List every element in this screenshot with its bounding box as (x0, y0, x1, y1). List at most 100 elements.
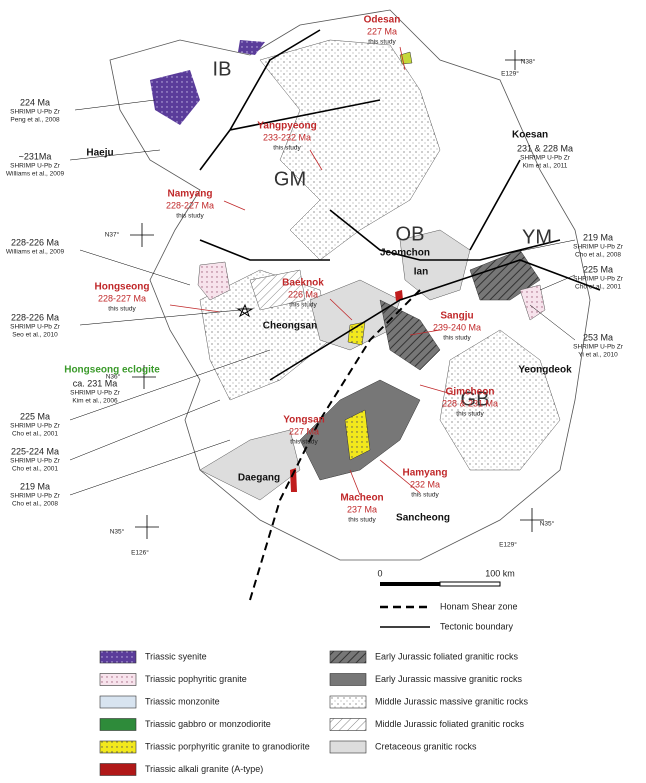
sample-name: Hongseong (95, 282, 150, 293)
sample-age: 228-227 Ma (98, 293, 146, 303)
cretaceous (199, 429, 301, 501)
leader-lines (169, 46, 456, 496)
alkali-granite (290, 468, 297, 492)
sample-note: this study (368, 39, 396, 46)
legend-swatch (329, 650, 367, 664)
sample-age: 227 Ma (367, 26, 397, 36)
jurassic-massive (439, 329, 561, 471)
legend-label: Triassic syenite (145, 651, 207, 661)
coordinate: N37° (105, 231, 120, 239)
sample-name: Namyang (167, 189, 212, 200)
sample-age: 226 Ma (288, 289, 318, 299)
locality: Yeongdeok (518, 365, 572, 376)
scale-label: 0 (377, 568, 382, 578)
syenite (238, 40, 265, 55)
eclogite-method: SHRIMP U-Pb Zr (70, 390, 121, 397)
published-ref: Peng et al., 2008 (10, 117, 60, 124)
eclogite-age: ca. 231 Ma (73, 378, 118, 388)
scale-label: 100 km (485, 568, 515, 578)
sample-note: this study (273, 145, 301, 152)
coordinate: N36° (106, 373, 121, 381)
legend-label: Triassic alkali granite (A-type) (145, 764, 263, 774)
sample-name: Hamyang (402, 468, 447, 479)
published-method: SHRIMP U-Pb Zr (10, 109, 61, 116)
block-label: YM (522, 226, 552, 248)
published-ref: Williams et al., 2009 (6, 249, 65, 256)
sample-note: this study (456, 411, 484, 418)
sample-age: 237 Ma (347, 504, 377, 514)
sample-name: Yangpyeong (257, 121, 316, 132)
published-ref: Yi et al., 2010 (578, 352, 618, 359)
reference-leaders (69, 99, 576, 496)
legend-swatch (99, 650, 137, 664)
legend-swatch (99, 673, 137, 686)
coordinate: E129° (499, 541, 517, 549)
jurassic-foliated-middle (249, 269, 306, 311)
legend-label: Early Jurassic massive granitic rocks (375, 674, 523, 684)
legend-label: Middle Jurassic foliated granitic rocks (375, 719, 525, 729)
scale-bar (380, 582, 440, 586)
published-ref: Kim et al., 2011 (523, 163, 568, 170)
published-ref: Cho et al., 2008 (575, 252, 621, 259)
legend-line-label: Tectonic boundary (440, 621, 514, 631)
sample-name: Gimcheon (446, 387, 495, 398)
published-method: SHRIMP U-Pb Zr (10, 493, 61, 500)
sample-name: Yongsan (283, 415, 324, 426)
published-method: SHRIMP U-Pb Zr (10, 324, 61, 331)
legend-swatch (99, 740, 137, 754)
legend-swatch (329, 695, 367, 709)
porphyritic-granodiorite (347, 321, 366, 346)
eclogite-ref: Kim et al., 2006 (72, 398, 118, 405)
tectonic-boundary (199, 29, 601, 381)
porphyritic-granite (197, 261, 231, 301)
legend-swatch (329, 740, 367, 754)
sample-age: 239-240 Ma (433, 322, 481, 332)
eclogite-name: Hongseong eclogite (64, 365, 160, 376)
published-method: SHRIMP U-Pb Zr (520, 155, 571, 162)
jurassic-massive (259, 39, 441, 261)
sample-age: 228-227 Ma (166, 200, 214, 210)
legend-swatch (99, 763, 137, 776)
legend-label: Triassic porphyritic granite to granodio… (145, 741, 310, 751)
published-age: 219 Ma (20, 481, 50, 491)
sample-name: Baeknok (282, 278, 324, 289)
legend-swatch (99, 695, 137, 709)
legend-label: Cretaceous granitic rocks (375, 741, 477, 751)
published-ref: Williams et al., 2009 (6, 171, 65, 178)
published-ref: Seo et al., 2010 (12, 332, 58, 339)
locality: Sancheong (396, 513, 450, 524)
published-method: SHRIMP U-Pb Zr (573, 244, 624, 251)
porphyritic-granite (519, 284, 546, 321)
locality: Daegang (238, 473, 280, 484)
legend-swatch (329, 718, 367, 731)
sample-note: this study (290, 439, 318, 446)
block-label: OB (396, 223, 425, 245)
coordinate: N38° (521, 58, 536, 66)
published-ref: Cho et al., 2001 (12, 431, 58, 438)
sample-name: Sangju (440, 311, 473, 322)
graticule-crosses (130, 50, 544, 539)
legend-label: Triassic pophyritic granite (145, 674, 247, 684)
published-age: 225 Ma (583, 264, 613, 274)
published-method: SHRIMP U-Pb Zr (573, 276, 624, 283)
published-age: 231 & 228 Ma (517, 143, 573, 153)
sample-name: Macheon (340, 493, 383, 504)
coordinate: N35° (110, 528, 125, 536)
published-age: 225 Ma (20, 411, 50, 421)
legend-swatch (329, 673, 367, 686)
sample-note: this study (108, 306, 136, 313)
sample-age: 228 & 231 Ma (442, 398, 498, 408)
published-method: SHRIMP U-Pb Zr (10, 423, 61, 430)
published-age: 225-224 Ma (11, 446, 59, 456)
published-ref: Cho et al., 2008 (12, 501, 58, 508)
legend-label: Middle Jurassic massive granitic rocks (375, 696, 529, 706)
published-age: 253 Ma (583, 332, 613, 342)
scale-bar (439, 581, 501, 587)
sample-note: this study (411, 492, 439, 499)
sample-note: this study (176, 213, 204, 220)
published-method: SHRIMP U-Pb Zr (573, 344, 624, 351)
published-method: SHRIMP U-Pb Zr (10, 458, 61, 465)
honam-shear-zone (249, 289, 421, 601)
porphyritic-granodiorite (344, 409, 371, 461)
